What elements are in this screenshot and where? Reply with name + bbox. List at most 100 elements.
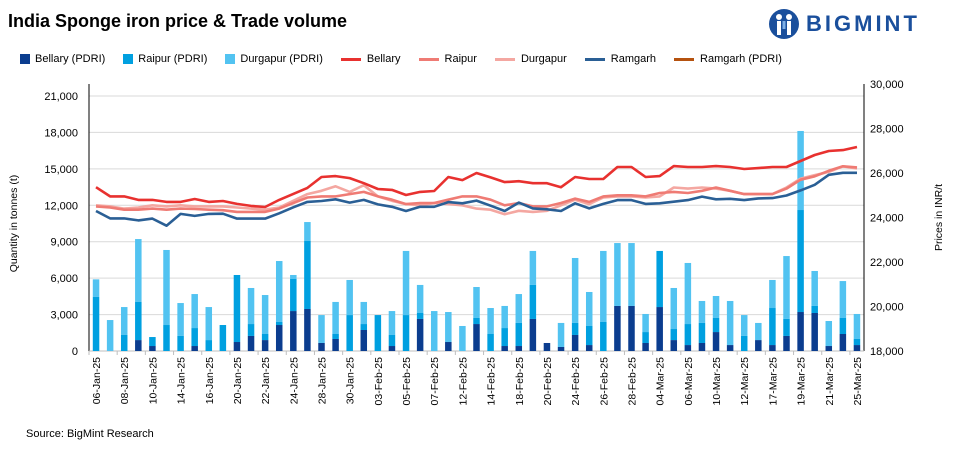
bar-raipur-pdri	[388, 334, 396, 347]
bar-raipur-pdri	[275, 321, 283, 326]
bar-raipur-pdri	[656, 250, 663, 308]
bar-raipur-pdri	[304, 240, 311, 309]
bigmint-logo-icon	[769, 9, 799, 39]
bar-durgapur-pdri	[430, 311, 438, 351]
bar-raipur-pdri	[416, 312, 424, 319]
legend-item-ramgarh-pdri: Ramgarh (PDRI)	[674, 53, 782, 65]
bar-bellary-pdri	[797, 312, 804, 351]
bar-bellary-pdri	[445, 342, 452, 351]
bar-raipur-pdri	[261, 334, 269, 341]
legend-label: Raipur (PDRI)	[138, 53, 208, 65]
bar-raipur-pdri	[501, 328, 508, 347]
x-tick-label: 16-Jan-25	[204, 357, 216, 404]
bar-bellary-pdri	[515, 346, 523, 351]
bar-raipur-pdri	[529, 284, 537, 319]
x-tick-label: 17-Mar-25	[767, 357, 779, 406]
bar-raipur-pdri	[92, 296, 100, 351]
legend-item-raipur: Raipur	[418, 53, 477, 65]
y-tick-label: 18,000	[44, 127, 78, 139]
bar-bellary-pdri	[388, 346, 396, 351]
bar-durgapur-pdri	[304, 222, 311, 241]
x-tick-label: 28-Jan-25	[317, 357, 329, 404]
bar-durgapur-pdri	[360, 301, 368, 325]
bar-durgapur-pdri	[388, 311, 396, 335]
bar-bellary-pdri	[261, 340, 269, 351]
bar-bellary-pdri	[304, 308, 311, 351]
bar-raipur-pdri	[402, 315, 410, 351]
bar-raipur-pdri	[853, 338, 861, 346]
bar-bellary-pdri	[839, 334, 847, 351]
bar-raipur-pdri	[360, 324, 368, 330]
bar-bellary-pdri	[557, 346, 565, 351]
y-tick-label: 0	[72, 346, 78, 358]
bar-durgapur-pdri	[740, 315, 748, 336]
x-tick-label: 05-Feb-25	[401, 357, 413, 406]
bar-bellary-pdri	[149, 346, 156, 351]
chart-legend: Bellary (PDRI) Raipur (PDRI) Durgapur (P…	[20, 53, 800, 65]
bar-raipur-pdri	[135, 301, 142, 341]
bar-durgapur-pdri	[698, 300, 706, 323]
x-tick-label: 19-Mar-25	[796, 357, 808, 406]
bar-durgapur-pdri	[600, 250, 607, 322]
bar-durgapur-pdri	[191, 294, 198, 329]
bar-bellary-pdri	[755, 340, 762, 351]
bar-durgapur-pdri	[290, 274, 297, 279]
y2-axis-title: Prices in INR/t	[933, 184, 945, 251]
y-tick-label: 9,000	[50, 237, 78, 249]
bar-raipur-pdri	[120, 334, 128, 351]
bar-durgapur-pdri	[261, 295, 269, 334]
x-tick-label: 18-Feb-25	[514, 357, 526, 406]
chart-title: India Sponge iron price & Trade volume	[8, 11, 348, 31]
bar-durgapur-pdri	[275, 261, 283, 322]
bar-durgapur-pdri	[515, 294, 523, 323]
legend-label: Ramgarh	[610, 53, 657, 65]
bar-durgapur-pdri	[755, 322, 762, 341]
x-tick-label: 10-Mar-25	[711, 357, 723, 406]
legend-line	[584, 57, 605, 61]
bar-bellary-pdri	[769, 345, 776, 351]
x-tick-label: 14-Feb-25	[486, 357, 498, 406]
bar-raipur-pdri	[698, 322, 706, 343]
bar-durgapur-pdri	[529, 250, 537, 285]
x-tick-label: 12-Feb-25	[457, 357, 469, 406]
legend-swatch	[20, 54, 30, 64]
x-tick-label: 20-Jan-25	[232, 357, 244, 404]
bar-raipur-pdri	[839, 317, 847, 334]
line-bellary	[95, 145, 858, 209]
bar-bellary-pdri	[670, 340, 678, 351]
x-tick-label: 20-Feb-25	[542, 357, 554, 406]
bar-raipur-pdri	[473, 317, 480, 325]
y-tick-label: 15,000	[44, 164, 78, 176]
line-ramgarh	[95, 171, 857, 227]
bar-durgapur-pdri	[684, 262, 692, 325]
source-note: Source: BigMint Research	[26, 428, 154, 440]
bar-bellary-pdri	[642, 342, 649, 351]
x-tick-label: 24-Jan-25	[288, 357, 300, 404]
bar-durgapur-pdri	[825, 321, 833, 347]
bar-durgapur-pdri	[106, 320, 114, 351]
bar-durgapur-pdri	[247, 287, 255, 325]
bar-raipur-pdri	[797, 210, 804, 313]
legend-label: Raipur	[444, 53, 477, 65]
bar-durgapur-pdri	[163, 249, 170, 326]
bar-bellary-pdri	[473, 324, 480, 351]
x-tick-label: 24-Feb-25	[570, 357, 582, 406]
y-tick-label: 6,000	[50, 273, 78, 285]
bar-raipur-pdri	[515, 322, 523, 347]
y2-tick-label: 18,000	[870, 346, 904, 358]
bar-raipur-pdri	[585, 325, 593, 346]
x-tick-label: 06-Jan-25	[91, 357, 103, 404]
legend-line	[674, 57, 695, 61]
bar-raipur-pdri	[712, 317, 720, 333]
bar-durgapur-pdri	[628, 243, 635, 306]
legend-item-durgapur: Durgapur	[494, 53, 567, 65]
legend-item-ramgarh: Ramgarh	[584, 53, 657, 65]
bar-durgapur-pdri	[557, 322, 565, 347]
y-tick-label: 12,000	[44, 200, 78, 212]
bar-raipur-pdri	[487, 334, 494, 351]
bar-durgapur-pdri	[853, 313, 861, 339]
y2-tick-label: 30,000	[870, 79, 904, 91]
x-tick-label: 26-Feb-25	[598, 357, 610, 406]
legend-label: Durgapur (PDRI)	[240, 53, 323, 65]
bar-bellary-pdri	[825, 346, 833, 351]
